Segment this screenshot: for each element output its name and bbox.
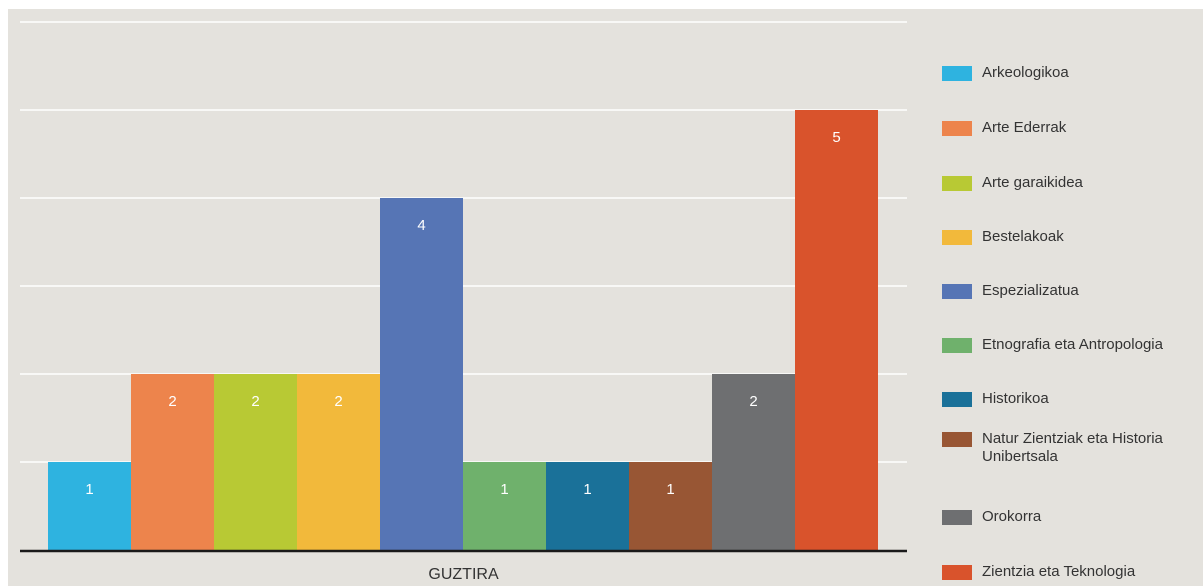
legend-label: Historikoa — [982, 390, 1049, 407]
bar-value-label: 5 — [832, 129, 840, 146]
bar — [297, 374, 380, 550]
legend-item: Arkeologikoa — [942, 64, 1200, 82]
legend-swatch — [942, 230, 972, 245]
bar-value-label: 1 — [500, 481, 508, 498]
bar-value-label: 2 — [251, 393, 259, 410]
bar — [712, 374, 795, 550]
legend-label: Espezializatua — [982, 282, 1079, 299]
legend-swatch — [942, 284, 972, 299]
bar — [380, 198, 463, 550]
legend-label: Arkeologikoa — [982, 64, 1069, 81]
bar — [629, 462, 712, 550]
legend-swatch — [942, 176, 972, 191]
legend-item: Historikoa — [942, 390, 1200, 408]
legend-label: Etnografia eta Antropologia — [982, 336, 1163, 353]
legend-label: Arte garaikidea — [982, 174, 1083, 191]
bar — [795, 110, 878, 550]
bar — [546, 462, 629, 550]
bar — [214, 374, 297, 550]
bar-value-label: 2 — [168, 393, 176, 410]
legend-label: Zientzia eta Teknologia — [982, 563, 1136, 580]
legend-item: Espezializatua — [942, 282, 1200, 300]
legend-label: Natur Zientziak eta Historia Unibertsala — [982, 430, 1163, 465]
bar — [131, 374, 214, 550]
bar — [48, 462, 131, 550]
legend-label: Bestelakoak — [982, 228, 1064, 245]
legend-item: Natur Zientziak eta Historia Unibertsala — [942, 430, 1200, 466]
legend-item: Orokorra — [942, 508, 1200, 526]
legend-item: Etnografia eta Antropologia — [942, 336, 1200, 354]
bar — [463, 462, 546, 550]
bar-value-label: 1 — [666, 481, 674, 498]
legend-swatch — [942, 510, 972, 525]
bar-value-label: 1 — [85, 481, 93, 498]
legend-item: Arte garaikidea — [942, 174, 1200, 192]
legend-swatch — [942, 66, 972, 81]
legend-item: Bestelakoak — [942, 228, 1200, 246]
legend-item: Zientzia eta Teknologia — [942, 563, 1200, 581]
legend-swatch — [942, 392, 972, 407]
legend-label: Arte Ederrak — [982, 119, 1067, 136]
bar-value-label: 2 — [749, 393, 757, 410]
legend-label: Orokorra — [982, 508, 1042, 525]
bar-value-label: 4 — [417, 217, 425, 234]
bar-value-label: 2 — [334, 393, 342, 410]
bar-value-label: 1 — [583, 481, 591, 498]
legend-swatch — [942, 121, 972, 136]
legend-swatch — [942, 338, 972, 353]
legend-swatch — [942, 432, 972, 447]
legend-item: Arte Ederrak — [942, 119, 1200, 137]
legend-swatch — [942, 565, 972, 580]
x-category-label: GUZTIRA — [428, 566, 499, 583]
